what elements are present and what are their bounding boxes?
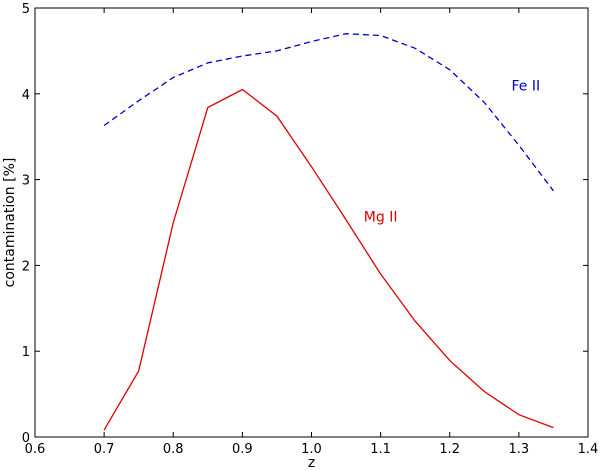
x-axis-ticks: 0.6 0.7 0.8 0.9 1.0 1.1 1.2 1.3 1.4	[25, 8, 599, 457]
x-tick-label: 0.8	[163, 442, 184, 457]
x-tick-label: 1.0	[301, 442, 322, 457]
x-tick-label: 1.3	[509, 442, 530, 457]
y-axis-ticks: 0 1 2 3 4 5	[22, 2, 588, 446]
plot-frame	[34, 7, 589, 438]
x-tick-label: 0.6	[25, 442, 46, 457]
series-layer: Fe II Mg II	[103, 33, 554, 431]
y-tick-label: 0	[22, 431, 30, 446]
y-tick-label: 1	[22, 345, 30, 360]
series-label-fe-ii: Fe II	[511, 78, 540, 94]
y-axis-label: contamination [%]	[2, 158, 18, 288]
x-axis-label: z	[308, 455, 315, 471]
y-tick-label: 2	[22, 259, 30, 274]
x-tick-label: 0.7	[94, 442, 115, 457]
y-tick-label: 4	[22, 88, 30, 103]
series-line-fe-ii	[103, 33, 554, 192]
series-label-mg-ii: Mg II	[364, 210, 398, 226]
y-tick-label: 5	[22, 2, 30, 17]
x-tick-label: 1.2	[439, 442, 460, 457]
x-tick-label: 1.4	[578, 442, 599, 457]
y-tick-label: 3	[22, 174, 30, 189]
x-tick-label: 0.9	[232, 442, 253, 457]
x-tick-label: 1.1	[370, 442, 391, 457]
series-line-mg-ii	[103, 88, 554, 431]
